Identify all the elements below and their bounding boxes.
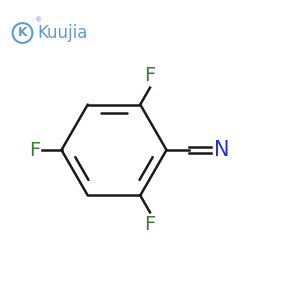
Text: F: F (144, 66, 156, 85)
Text: ®: ® (35, 17, 42, 23)
Text: K: K (18, 26, 27, 40)
Text: Kuujia: Kuujia (38, 24, 88, 42)
Text: F: F (144, 215, 156, 234)
Text: F: F (29, 140, 40, 160)
Text: N: N (214, 140, 230, 160)
